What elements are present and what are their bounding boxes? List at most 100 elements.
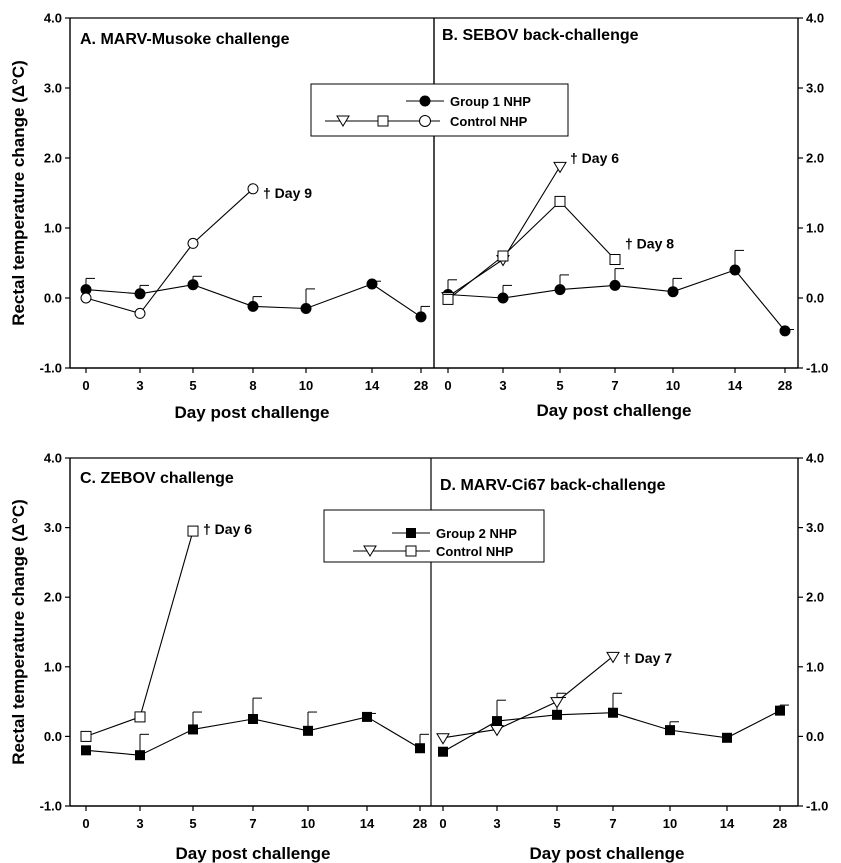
- legend-bottom-triangle-marker: [363, 545, 377, 557]
- plot-layer: 4.0 3.0 2.0 1.0 0.0 -1.0 0 3 5 8 10 14 28 † Day 9 4.0 3…: [40, 11, 829, 832]
- legend-top-square-marker: [377, 115, 389, 127]
- panel-a-point-open-circle: [247, 183, 259, 195]
- panel-b-death-annotation: † Day 8: [625, 235, 674, 251]
- panel-d-point-filled-square: [608, 707, 618, 718]
- panel-c-y-tick-label: 0.0: [44, 729, 62, 744]
- panel-a-point-filled-circle: [80, 284, 92, 296]
- panel-d-x-tick-label: 5: [553, 816, 560, 831]
- panel-c-series-1-line: [85, 530, 194, 737]
- panel-a-x-tick-label: 14: [365, 378, 380, 393]
- panel-a-death-annotation: † Day 9: [263, 185, 312, 201]
- panel-d-point-filled-square: [775, 705, 785, 716]
- panel-d-point-filled-square: [552, 709, 562, 720]
- panel-d-y-tick-label: 2.0: [806, 590, 824, 605]
- legend-bottom-group-marker: [406, 528, 416, 538]
- legend-bottom-group-label: Group 2 NHP: [436, 526, 517, 541]
- panel-b-y-tick-label: 2.0: [806, 151, 824, 166]
- panel-b-point-filled-circle: [667, 286, 679, 298]
- panel-c-x-tick-label: 10: [301, 816, 315, 831]
- legend-top-control-label: Control NHP: [450, 114, 528, 129]
- top-y-axis-label: Rectal temperature change (Δ°C): [9, 60, 28, 326]
- panel-a-point-filled-circle: [134, 288, 146, 300]
- panel-d-point-filled-square: [722, 732, 732, 743]
- panel-d-point-open-triangle: [550, 697, 564, 709]
- panel-b-x-tick-label: 28: [778, 378, 792, 393]
- panel-d-x-tick-label: 28: [773, 816, 787, 831]
- panel-a-x-tick-label: 3: [136, 378, 143, 393]
- legend-top-box: [310, 83, 569, 137]
- panel-d-x-tick-label: 0: [439, 816, 446, 831]
- panel-c-point-filled-square: [303, 725, 313, 736]
- panel-c-point-filled-square: [81, 745, 91, 756]
- panel-a-point-filled-circle: [366, 278, 378, 290]
- panel-b-x-tick-label: 0: [444, 378, 451, 393]
- panel-c-y-tick-label: 1.0: [44, 659, 62, 674]
- panel-b-point-open-square: [497, 250, 509, 262]
- panel-b-x-tick-label: 5: [556, 378, 563, 393]
- panel-b-point-filled-circle: [729, 264, 741, 276]
- panel-b-series-1-line: [447, 166, 561, 298]
- legend-bottom-control-label: Control NHP: [436, 544, 514, 559]
- panel-c-point-filled-square: [415, 743, 425, 754]
- panel-c-point-open-square: [80, 730, 92, 742]
- panel-a-point-open-circle: [187, 237, 199, 249]
- legend-top-group-marker: [419, 95, 431, 107]
- panel-c-x-tick-label: 3: [136, 816, 143, 831]
- panel-b-x-axis-label: Day post challenge: [537, 401, 692, 420]
- panel-c-x-tick-label: 0: [82, 816, 89, 831]
- panel-b-death-annotation: † Day 6: [570, 150, 619, 166]
- panel-d-point-open-triangle: [436, 733, 450, 745]
- panel-b-y-tick-label: 0.0: [806, 291, 824, 306]
- panel-d-x-tick-label: 7: [609, 816, 616, 831]
- panel-a-point-filled-circle: [247, 300, 259, 312]
- panel-d-x-tick-label: 3: [493, 816, 500, 831]
- panel-c-death-annotation: † Day 6: [203, 521, 252, 537]
- panel-c-y-tick-label: 3.0: [44, 520, 62, 535]
- panel-d-y-tick-label: -1.0: [806, 799, 828, 814]
- panel-b-point-filled-circle: [554, 284, 566, 296]
- panel-d-y-tick-label: 1.0: [806, 659, 824, 674]
- panel-c-point-filled-square: [362, 711, 372, 722]
- panel-d-series-1-line: [442, 655, 614, 739]
- panel-b-y-tick-label: -1.0: [806, 361, 828, 376]
- panel-a-title: A. MARV-Musoke challenge: [80, 31, 290, 48]
- panel-c-y-tick-label: 2.0: [44, 590, 62, 605]
- panel-b-series-2-line: [447, 200, 616, 300]
- panel-c-x-axis-label: Day post challenge: [176, 844, 331, 863]
- legend-top-group-label: Group 1 NHP: [450, 94, 531, 109]
- panel-d-x-tick-label: 10: [663, 816, 677, 831]
- legend-top-triangle-marker: [336, 115, 350, 127]
- panel-b-point-open-square: [442, 293, 454, 305]
- panel-b-x-tick-label: 14: [728, 378, 743, 393]
- panel-a-point-filled-circle: [415, 311, 427, 323]
- panel-a-point-open-circle: [80, 292, 92, 304]
- panel-b-point-filled-circle: [497, 292, 509, 304]
- panel-a-point-filled-circle: [300, 303, 312, 314]
- panel-c-x-tick-label: 14: [360, 816, 375, 831]
- panel-b-title: B. SEBOV back-challenge: [442, 27, 639, 44]
- panel-b-x-tick-label: 7: [611, 378, 618, 393]
- panel-c-point-open-square: [187, 525, 199, 537]
- panel-d-point-filled-square: [492, 716, 502, 727]
- panel-c-point-filled-square: [188, 724, 198, 735]
- panel-c-point-filled-square: [248, 714, 258, 724]
- panel-b-point-open-triangle: [553, 161, 567, 174]
- panel-a-x-tick-label: 10: [299, 378, 313, 393]
- panel-d-x-axis-label: Day post challenge: [530, 844, 685, 863]
- panel-c-point-filled-square: [135, 750, 145, 761]
- panel-a-x-axis-label: Day post challenge: [175, 403, 330, 422]
- panel-a-y-tick-label: 3.0: [44, 81, 62, 96]
- panel-d-death-annotation: † Day 7: [623, 650, 672, 666]
- legend-bottom-square-marker: [405, 545, 417, 557]
- panel-d-point-open-triangle: [490, 724, 504, 737]
- panel-c-x-tick-label: 28: [413, 816, 427, 831]
- panel-b-point-open-square: [609, 254, 621, 265]
- panel-a-y-tick-label: 0.0: [44, 291, 62, 306]
- panel-b-x-tick-label: 10: [666, 378, 680, 393]
- panel-b-point-filled-circle: [779, 325, 791, 337]
- panel-b-y-tick-label: 1.0: [806, 221, 824, 236]
- panel-b-point-filled-circle: [609, 279, 621, 291]
- panel-a-x-tick-label: 0: [82, 378, 89, 393]
- panel-a-y-tick-label: 1.0: [44, 221, 62, 236]
